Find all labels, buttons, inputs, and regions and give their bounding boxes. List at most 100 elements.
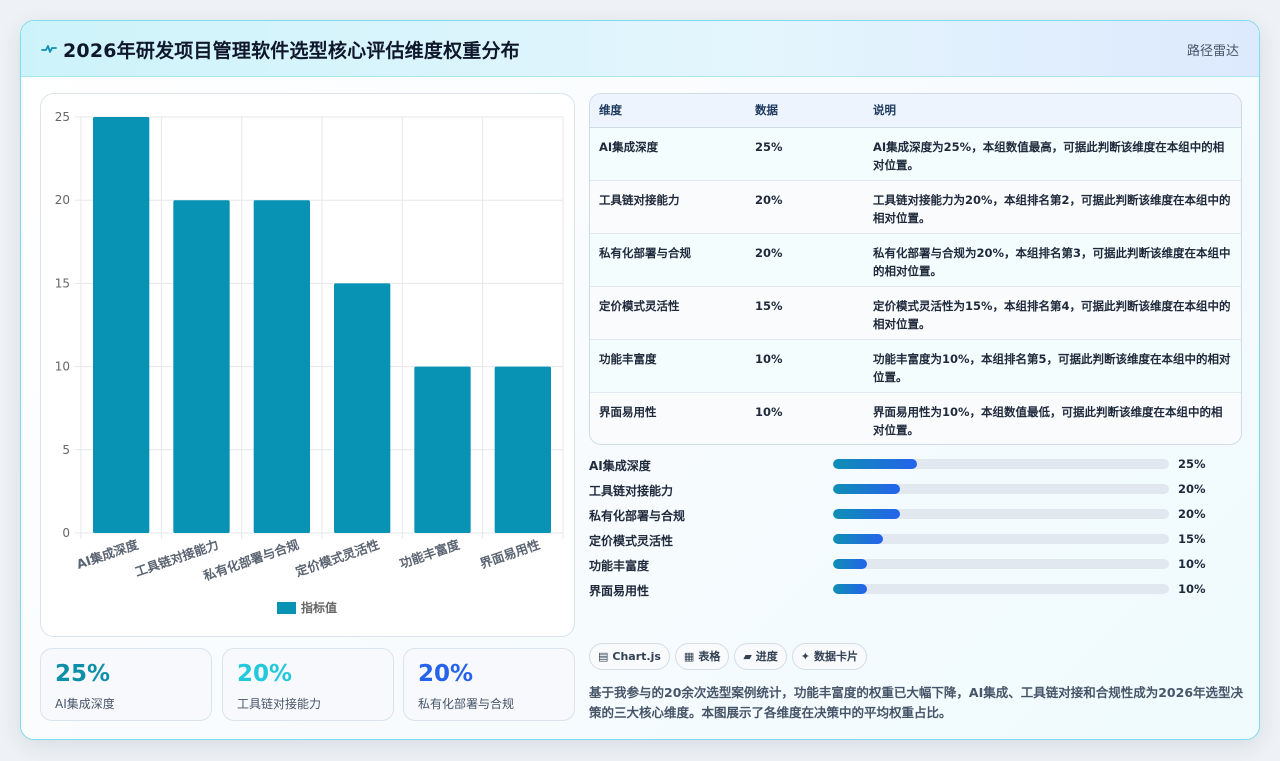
header: 2026年研发项目管理软件选型核心评估维度权重分布 路径雷达 <box>21 21 1259 77</box>
cell-note: 工具链对接能力为20%，本组排名第2，可据此判断该维度在本组中的相对位置。 <box>864 180 1241 234</box>
x-tick-label: AI集成深度 <box>74 536 140 571</box>
progress-row: AI集成深度 25% <box>589 455 1249 480</box>
progress-value: 20% <box>1178 507 1206 521</box>
chip-data-cards[interactable]: ✦ 数据卡片 <box>791 643 868 670</box>
progress-label: 工具链对接能力 <box>589 484 674 498</box>
stat-label: 私有化部署与合规 <box>418 697 515 711</box>
y-tick-label: 20 <box>55 193 70 207</box>
bar <box>253 200 310 533</box>
bar <box>334 283 391 533</box>
progress-fill <box>833 509 901 519</box>
x-tick-label: 界面易用性 <box>478 536 542 571</box>
bar-chart-panel: 0 5 10 15 20 25 AI集成深度 工具链对接能力 私有化部署与合规 定价模式灵活性 功能… <box>40 93 575 637</box>
bar <box>414 366 471 533</box>
progress-track <box>833 559 1169 569</box>
header-tag[interactable]: 路径雷达 <box>1186 44 1239 59</box>
progress-list: AI集成深度 25% 工具链对接能力 20% 私有化部署与合规 20% 定价模式… <box>589 455 1249 605</box>
chip-label: 进度 <box>755 650 778 663</box>
progress-row: 私有化部署与合规 20% <box>589 505 1249 530</box>
progress-value: 10% <box>1178 582 1206 596</box>
cell-note: AI集成深度为25%，本组数值最高，可据此判断该维度在本组中的相对位置。 <box>864 127 1241 181</box>
column-header-note: 说明 <box>864 94 1241 128</box>
main-card: 2026年研发项目管理软件选型核心评估维度权重分布 路径雷达 0 5 10 15 20 2… <box>20 20 1260 740</box>
cell-dimension: 工具链对接能力 <box>590 180 746 234</box>
progress-row: 功能丰富度 10% <box>589 555 1249 580</box>
stat-value: 25% <box>55 661 111 687</box>
cell-dimension: 界面易用性 <box>599 404 657 419</box>
legend-label: 指标值 <box>301 600 337 615</box>
cell-note: 界面易用性为10%，本组数值最低，可据此判断该维度在本组中的相对位置。 <box>873 404 1223 437</box>
table-row: 界面易用性 10% 界面易用性为10%，本组数值最低，可据此判断该维度在本组中的… <box>590 392 1241 444</box>
table-row: 工具链对接能力 20% 工具链对接能力为20%，本组排名第2，可据此判断该维度在… <box>590 180 1241 234</box>
progress-icon: ▰ <box>743 650 752 663</box>
stat-label: 工具链对接能力 <box>237 697 322 711</box>
description: 基于我参与的20余次选型案例统计，功能丰富度的权重已大幅下降，AI集成、工具链对… <box>589 685 1244 720</box>
progress-value: 15% <box>1178 532 1206 546</box>
x-tick-label: 定价模式灵活性 <box>293 536 382 579</box>
sparkle-icon: ✦ <box>800 650 811 663</box>
cell-note: 私有化部署与合规为20%，本组排名第3，可据此判断该维度在本组中的相对位置。 <box>864 233 1241 287</box>
cell-note: 功能丰富度为10%，本组排名第5，可据此判断该维度在本组中的相对位置。 <box>864 339 1241 393</box>
cell-data: 25% <box>746 127 864 181</box>
view-chips: ▤ Chart.js ▦ 表格 ▰ 进度 ✦ 数据卡片 <box>589 643 872 671</box>
x-tick-label: 功能丰富度 <box>397 536 461 571</box>
progress-label: 功能丰富度 <box>589 559 650 573</box>
progress-track <box>833 459 1169 469</box>
chip-table[interactable]: ▦ 表格 <box>674 643 730 670</box>
cell-data: 15% <box>746 286 864 340</box>
y-tick-label: 0 <box>62 526 70 540</box>
chip-chartjs[interactable]: ▤ Chart.js <box>589 643 670 670</box>
chip-label: 数据卡片 <box>814 650 859 663</box>
bar <box>173 200 230 533</box>
progress-row: 定价模式灵活性 15% <box>589 530 1249 555</box>
progress-row: 工具链对接能力 20% <box>589 480 1249 505</box>
cell-dimension: AI集成深度 <box>590 127 746 181</box>
cell-note: 定价模式灵活性为15%，本组排名第4，可据此判断该维度在本组中的相对位置。 <box>864 286 1241 340</box>
cell-dimension: 功能丰富度 <box>590 339 746 393</box>
progress-value: 20% <box>1178 482 1206 496</box>
bar <box>494 366 551 533</box>
chip-progress[interactable]: ▰ 进度 <box>734 643 787 670</box>
stat-value: 20% <box>237 661 293 687</box>
pulse-icon <box>41 45 57 53</box>
progress-track <box>833 484 1169 494</box>
table-row: 功能丰富度 10% 功能丰富度为10%，本组排名第5，可据此判断该维度在本组中的… <box>590 339 1241 393</box>
stat-card-2: 20% 工具链对接能力 <box>222 648 394 721</box>
stat-card-1: 25% AI集成深度 <box>40 648 212 721</box>
cell-data: 20% <box>746 180 864 234</box>
progress-track <box>833 509 1169 519</box>
table-icon: ▦ <box>683 650 695 663</box>
progress-fill <box>833 584 867 594</box>
stat-label: AI集成深度 <box>55 697 115 711</box>
bar <box>93 117 150 533</box>
table-row: AI集成深度 25% AI集成深度为25%，本组数值最高，可据此判断该维度在本组… <box>590 127 1241 181</box>
stat-card-3: 20% 私有化部署与合规 <box>403 648 575 721</box>
progress-value: 25% <box>1178 457 1206 471</box>
progress-value: 10% <box>1178 557 1206 571</box>
progress-label: 界面易用性 <box>589 584 650 598</box>
data-table: 维度 数据 说明 AI集成深度 25% AI集成深度为25%，本组数值最高，可据… <box>589 93 1242 445</box>
cell-data: 10% <box>755 404 783 419</box>
progress-fill <box>833 559 867 569</box>
cell-data: 10% <box>746 339 864 393</box>
y-tick-label: 15 <box>55 276 70 290</box>
cell-dimension: 定价模式灵活性 <box>590 286 746 340</box>
progress-fill <box>833 534 884 544</box>
chip-label: Chart.js <box>612 650 661 663</box>
progress-track <box>833 534 1169 544</box>
legend-swatch <box>277 602 296 614</box>
cell-data: 20% <box>746 233 864 287</box>
progress-label: AI集成深度 <box>589 459 651 473</box>
stat-value: 20% <box>418 661 474 687</box>
progress-row: 界面易用性 10% <box>589 580 1249 605</box>
progress-label: 定价模式灵活性 <box>589 534 674 548</box>
table-row: 私有化部署与合规 20% 私有化部署与合规为20%，本组排名第3，可据此判断该维… <box>590 233 1241 287</box>
column-header-dimension: 维度 <box>590 94 746 128</box>
chip-label: 表格 <box>698 650 721 663</box>
progress-track <box>833 584 1169 594</box>
progress-label: 私有化部署与合规 <box>589 509 686 523</box>
progress-fill <box>833 484 901 494</box>
table-header-row: 维度 数据 说明 <box>590 94 1241 128</box>
table-row: 定价模式灵活性 15% 定价模式灵活性为15%，本组排名第4，可据此判断该维度在… <box>590 286 1241 340</box>
